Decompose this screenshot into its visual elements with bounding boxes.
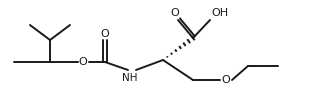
Text: O: O	[222, 75, 230, 85]
Text: OH: OH	[212, 8, 228, 18]
Text: NH: NH	[122, 73, 138, 83]
Text: O: O	[100, 29, 109, 39]
Text: O: O	[171, 8, 180, 18]
Text: O: O	[79, 57, 87, 67]
